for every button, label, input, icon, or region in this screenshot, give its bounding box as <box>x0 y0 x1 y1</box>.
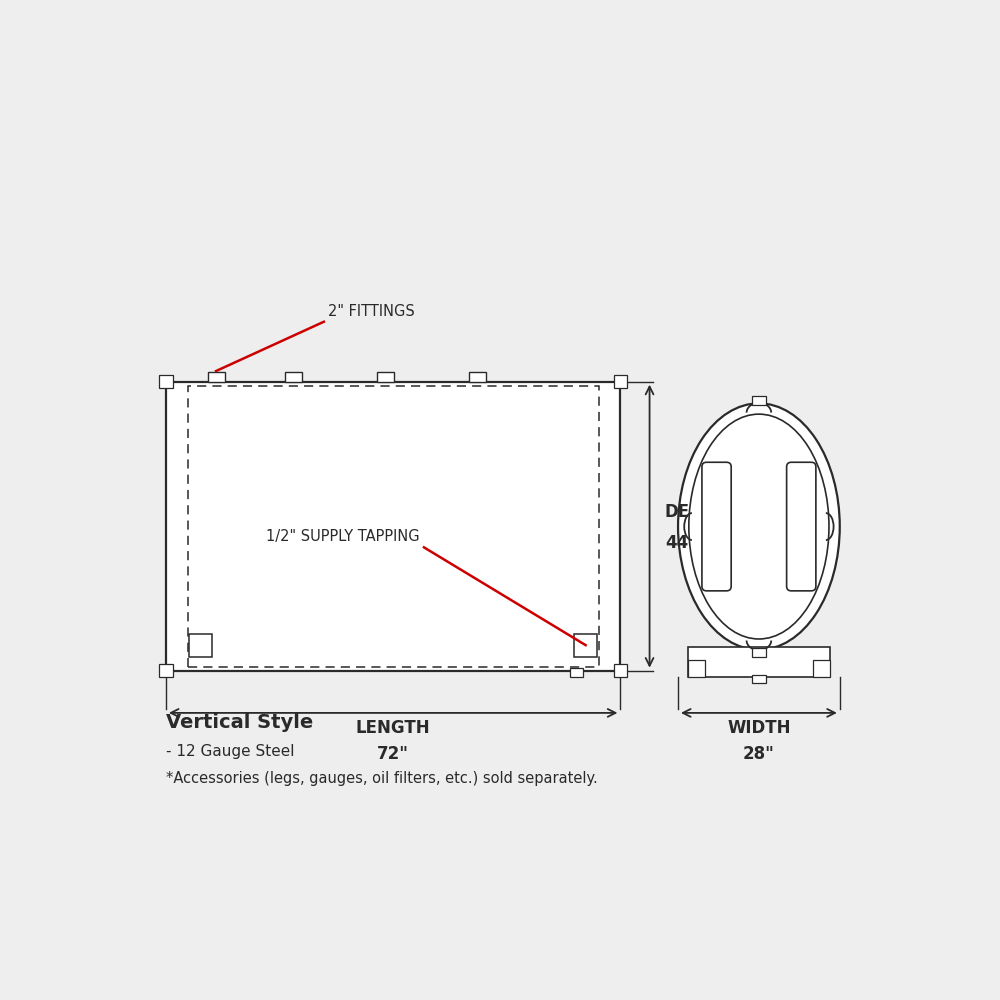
Bar <box>285 372 302 382</box>
Text: 2" FITTINGS: 2" FITTINGS <box>328 304 414 319</box>
Text: DEPTH: DEPTH <box>665 503 727 521</box>
Bar <box>614 664 627 677</box>
Bar <box>813 660 830 677</box>
Bar <box>188 386 599 667</box>
Bar <box>688 647 830 677</box>
FancyBboxPatch shape <box>787 462 816 591</box>
Bar <box>752 648 766 657</box>
Bar <box>752 396 766 405</box>
Bar <box>688 660 705 677</box>
Text: LENGTH: LENGTH <box>356 719 430 737</box>
Text: 28": 28" <box>743 745 775 763</box>
Text: - 12 Gauge Steel: - 12 Gauge Steel <box>166 744 294 759</box>
Bar <box>574 634 597 657</box>
Ellipse shape <box>678 403 840 650</box>
Text: Vertical Style: Vertical Style <box>166 713 313 732</box>
Bar <box>208 372 225 382</box>
Text: 72": 72" <box>377 745 409 763</box>
Text: *Accessories (legs, gauges, oil filters, etc.) sold separately.: *Accessories (legs, gauges, oil filters,… <box>166 771 598 786</box>
Bar <box>614 375 627 388</box>
Text: WIDTH: WIDTH <box>727 719 791 737</box>
Ellipse shape <box>689 414 829 639</box>
FancyBboxPatch shape <box>702 462 731 591</box>
Bar <box>166 382 620 671</box>
Bar <box>377 372 394 382</box>
Bar <box>159 664 173 677</box>
Bar <box>189 634 212 657</box>
Text: 1/2" SUPPLY TAPPING: 1/2" SUPPLY TAPPING <box>266 528 420 544</box>
Bar <box>159 375 173 388</box>
Text: 44": 44" <box>665 534 697 552</box>
Bar <box>570 668 583 677</box>
Bar <box>752 675 766 683</box>
Bar <box>469 372 486 382</box>
